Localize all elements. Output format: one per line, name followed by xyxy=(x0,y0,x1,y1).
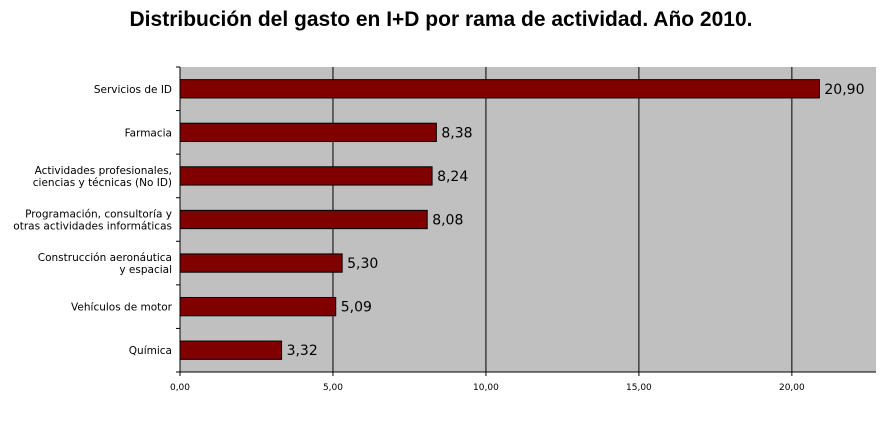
bar xyxy=(179,253,343,273)
x-tick-label: 20,00 xyxy=(779,383,805,393)
data-label: 8,38 xyxy=(441,125,472,141)
x-tick-label: 5,00 xyxy=(323,383,343,393)
x-tick-label: 15,00 xyxy=(626,383,652,393)
category-label: Programación, consultoría y otras activid… xyxy=(13,209,172,233)
chart-title: Distribución del gasto en I+D por rama d… xyxy=(129,8,753,31)
x-tick-label: 10,00 xyxy=(473,383,499,393)
bar xyxy=(179,166,433,186)
category-label: Vehículos de motor xyxy=(71,302,173,314)
bar xyxy=(179,340,283,360)
data-label: 5,09 xyxy=(341,300,372,316)
data-label: 3,32 xyxy=(287,343,318,359)
category-label: Química xyxy=(129,345,172,357)
category-label: Servicios de ID xyxy=(94,84,172,96)
category-label: Farmacia xyxy=(125,127,172,139)
bar xyxy=(179,122,437,143)
data-label: 8,24 xyxy=(437,169,468,185)
category-label: Actividades profesionales, ciencias y téc… xyxy=(33,165,172,189)
data-label: 5,30 xyxy=(347,256,378,272)
data-label: 8,08 xyxy=(432,213,463,229)
bar xyxy=(179,296,337,317)
bar xyxy=(179,79,820,99)
data-label: 20,90 xyxy=(824,82,864,98)
bar xyxy=(179,209,428,230)
x-tick-label: 0,00 xyxy=(170,383,190,393)
category-label: Construcción aeronáutica y espacial xyxy=(38,252,172,276)
